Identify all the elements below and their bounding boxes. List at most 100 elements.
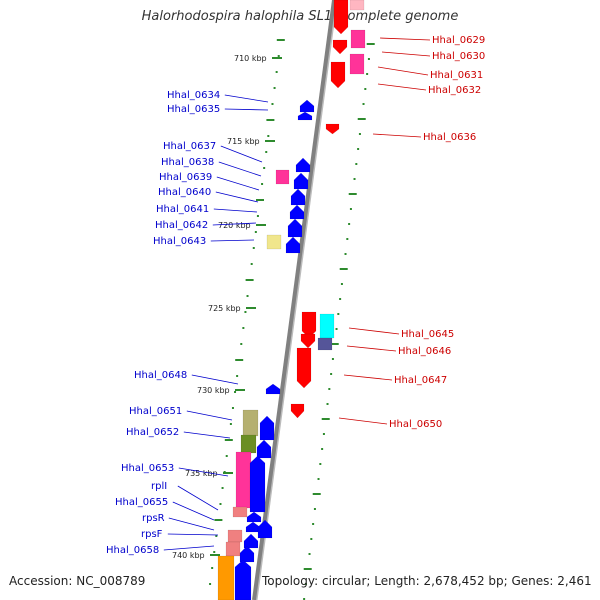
leader-line — [372, 133, 422, 138]
gene-feature[interactable] — [257, 519, 273, 539]
gene-feature[interactable] — [256, 439, 272, 459]
gene-feature[interactable] — [300, 333, 316, 349]
kbp-label: 720 kbp — [218, 221, 251, 230]
left-gene-label[interactable]: Hhal_0640 — [158, 187, 211, 198]
left-gene-label[interactable]: Hhal_0655 — [115, 497, 168, 508]
kbp-label: 715 kbp — [227, 137, 260, 146]
leader-line — [172, 501, 215, 521]
backbone-line — [252, 0, 336, 600]
kbp-label: 730 kbp — [197, 386, 230, 395]
right-gene-label[interactable]: Hhal_0650 — [389, 419, 442, 430]
leader-line — [346, 345, 397, 352]
leader-line — [377, 83, 427, 91]
leader-line — [348, 327, 400, 335]
left-gene-label[interactable]: Hhal_0642 — [155, 220, 208, 231]
left-gene-label[interactable]: Hhal_0651 — [129, 406, 182, 417]
kbp-label: 740 kbp — [172, 551, 205, 560]
leader-line — [186, 410, 233, 421]
left-gene-label[interactable]: Hhal_0635 — [167, 104, 220, 115]
gene-feature[interactable] — [287, 218, 303, 238]
leader-line — [224, 108, 269, 111]
gene-feature[interactable] — [295, 157, 311, 173]
gene-feature[interactable] — [325, 123, 340, 135]
kbp-label: 710 kbp — [234, 54, 267, 63]
leader-line — [224, 94, 269, 103]
left-gene-label[interactable]: Hhal_0639 — [159, 172, 212, 183]
gene-feature[interactable] — [259, 415, 275, 441]
gene-feature[interactable] — [249, 455, 266, 513]
gene-feature[interactable] — [239, 545, 255, 563]
map-title: Halorhodospira halophila SL1, complete g… — [141, 9, 459, 24]
leader-line — [379, 37, 431, 41]
leader-line — [381, 51, 431, 57]
leader-line — [178, 467, 229, 477]
gene-feature[interactable] — [242, 409, 259, 437]
leader-line — [177, 485, 219, 511]
leader-line — [220, 145, 263, 163]
leader-line — [338, 417, 388, 425]
gene-feature[interactable] — [240, 434, 257, 454]
gene-feature[interactable] — [290, 188, 306, 206]
leader-line — [168, 517, 215, 531]
gene-feature[interactable] — [349, 0, 365, 11]
gene-feature[interactable] — [235, 451, 252, 509]
kbp-label: 725 kbp — [208, 304, 241, 313]
gene-feature[interactable] — [289, 204, 305, 220]
gene-feature[interactable] — [349, 53, 365, 75]
gene-feature[interactable] — [333, 0, 349, 35]
left-gene-label[interactable]: Hhal_0637 — [163, 141, 216, 152]
gene-feature[interactable] — [285, 236, 301, 254]
leader-line — [210, 239, 255, 242]
gene-feature[interactable] — [332, 39, 348, 55]
leader-line — [191, 374, 239, 385]
right-gene-label[interactable]: Hhal_0631 — [430, 70, 483, 81]
gene-feature[interactable] — [350, 29, 366, 49]
left-gene-label[interactable]: rpsR — [142, 513, 165, 524]
right-gene-label[interactable]: Hhal_0636 — [423, 132, 476, 143]
left-gene-label[interactable]: Hhal_0643 — [153, 236, 206, 247]
gene-feature[interactable] — [265, 383, 281, 395]
kbp-label: 735 kbp — [185, 469, 218, 478]
gene-feature[interactable] — [232, 506, 248, 518]
gene-feature[interactable] — [293, 172, 309, 190]
left-gene-label[interactable]: Hhal_0652 — [126, 427, 179, 438]
left-gene-label[interactable]: Hhal_0641 — [156, 204, 209, 215]
gene-feature[interactable] — [225, 541, 241, 557]
gene-feature[interactable] — [217, 555, 235, 600]
gene-feature[interactable] — [227, 529, 243, 543]
gene-feature[interactable] — [234, 559, 252, 600]
accession-text: Accession: NC_008789 — [9, 574, 146, 588]
left-gene-label[interactable]: Hhal_0634 — [167, 90, 220, 101]
gene-feature[interactable] — [246, 511, 262, 523]
gene-feature[interactable] — [290, 403, 305, 419]
gene-feature[interactable] — [296, 347, 312, 389]
gene-feature[interactable] — [319, 313, 335, 339]
right-gene-label[interactable]: Hhal_0632 — [428, 85, 481, 96]
left-gene-label[interactable]: Hhal_0653 — [121, 463, 174, 474]
left-gene-label[interactable]: rpsF — [141, 529, 163, 540]
gene-feature[interactable] — [243, 533, 259, 549]
right-gene-label[interactable]: Hhal_0646 — [398, 346, 451, 357]
left-gene-label[interactable]: Hhal_0658 — [106, 545, 159, 556]
leader-line — [163, 545, 215, 551]
right-gene-label[interactable]: Hhal_0630 — [432, 51, 485, 62]
right-gene-label[interactable]: Hhal_0645 — [401, 329, 454, 340]
leader-line — [183, 431, 231, 439]
topology-text: Topology: circular; Length: 2,678,452 bp… — [262, 574, 592, 588]
left-gene-label[interactable]: Hhal_0638 — [161, 157, 214, 168]
gene-feature[interactable] — [299, 99, 315, 113]
leader-line — [343, 374, 393, 381]
gene-feature[interactable] — [317, 337, 333, 351]
left-gene-label[interactable]: Hhal_0648 — [134, 370, 187, 381]
gene-feature[interactable] — [297, 111, 313, 121]
leader-line — [218, 161, 262, 177]
gene-feature[interactable] — [330, 61, 346, 89]
leader-line — [216, 176, 260, 191]
gene-feature[interactable] — [266, 234, 282, 250]
right-gene-label[interactable]: Hhal_0647 — [394, 375, 447, 386]
leader-line — [212, 222, 257, 226]
gene-feature[interactable] — [275, 169, 290, 185]
left-gene-label[interactable]: rplI — [151, 481, 167, 492]
right-gene-label[interactable]: Hhal_0629 — [432, 35, 485, 46]
